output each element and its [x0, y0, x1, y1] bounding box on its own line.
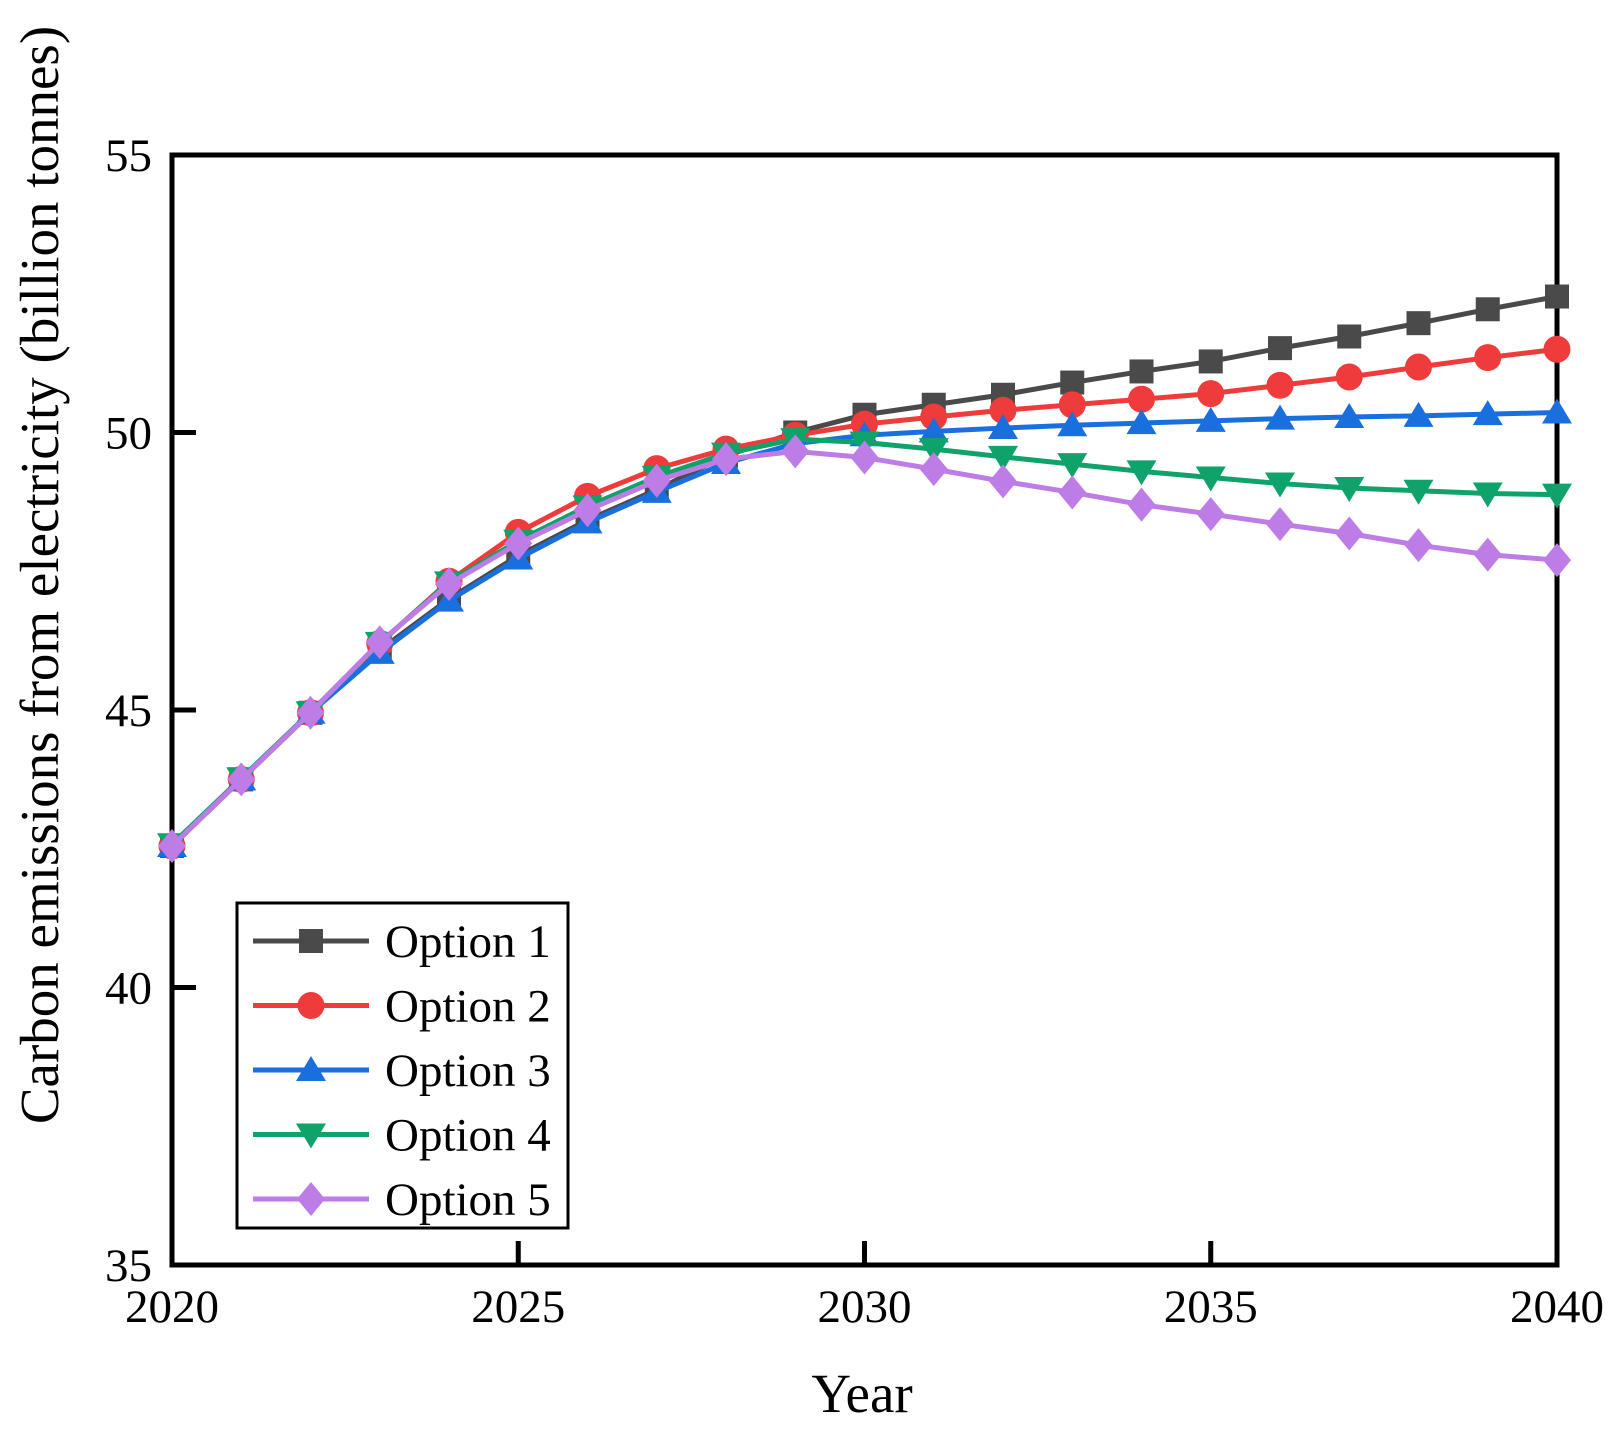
triangle-down-marker-icon: [1195, 466, 1226, 492]
legend-item-option-4: Option 4: [253, 1110, 551, 1162]
circle-marker-icon: [1543, 335, 1571, 363]
legend-label: Option 5: [385, 1174, 551, 1226]
y-axis-ticks: 35 40 45 50 55: [105, 130, 196, 1292]
x-tick-label: 2030: [818, 1281, 912, 1333]
series-option-5: [158, 434, 1571, 863]
diamond-marker-icon: [1543, 543, 1571, 578]
diamond-marker-icon: [1473, 537, 1502, 572]
diamond-marker-icon: [573, 493, 602, 528]
legend: Option 1 Option 2 Option 3 Option 4 Option 5: [235, 901, 570, 1230]
data-series-group: [157, 284, 1572, 863]
circle-marker-icon: [920, 403, 948, 431]
legend-item-option-3: Option 3: [253, 1045, 551, 1097]
y-tick-label: 55: [105, 130, 152, 182]
circle-marker-icon: [1058, 391, 1086, 419]
diamond-marker-icon: [989, 464, 1017, 499]
diamond-marker-icon: [297, 1182, 325, 1216]
square-marker-icon: [1545, 284, 1569, 309]
x-axis-ticks: 2020 2025 2030 2035 2040: [125, 1241, 1604, 1333]
legend-item-option-1: Option 1: [253, 916, 551, 968]
square-marker-icon: [1129, 359, 1154, 384]
square-marker-icon: [1060, 370, 1085, 395]
circle-marker-icon: [1197, 380, 1225, 408]
triangle-up-marker-icon: [1126, 409, 1157, 435]
x-tick-label: 2025: [471, 1281, 565, 1333]
circle-marker-icon: [989, 396, 1017, 424]
triangle-up-marker-icon: [988, 414, 1018, 440]
diamond-marker-icon: [1404, 528, 1433, 563]
legend-label: Option 1: [385, 916, 551, 968]
y-tick-label: 35: [105, 1240, 152, 1292]
legend-label: Option 4: [385, 1110, 551, 1162]
square-marker-icon: [1337, 324, 1362, 349]
triangle-down-marker-icon: [918, 438, 949, 464]
diamond-marker-icon: [712, 442, 740, 477]
diamond-marker-icon: [1058, 475, 1087, 510]
triangle-down-marker-icon: [1126, 460, 1157, 486]
triangle-up-marker-icon: [1542, 398, 1572, 424]
triangle-up-marker-icon: [918, 417, 949, 443]
x-tick-label: 2040: [1510, 1281, 1604, 1333]
triangle-down-marker-icon: [1542, 483, 1572, 509]
diamond-marker-icon: [158, 828, 186, 863]
legend-label: Option 3: [385, 1045, 551, 1097]
square-marker-icon: [299, 929, 323, 953]
circle-marker-icon: [1405, 353, 1432, 381]
diamond-marker-icon: [296, 695, 325, 730]
triangle-up-marker-icon: [1334, 402, 1365, 428]
triangle-up-marker-icon: [1265, 404, 1295, 430]
diamond-marker-icon: [1335, 516, 1364, 551]
diamond-marker-icon: [435, 567, 463, 602]
circle-marker-icon: [297, 992, 325, 1019]
triangle-down-marker-icon: [1472, 482, 1503, 508]
triangle-down-marker-icon: [296, 1123, 326, 1149]
x-axis-title: Year: [811, 1363, 912, 1424]
diamond-marker-icon: [642, 463, 671, 498]
y-axis-title: Carbon emissions from electricity (billi…: [9, 26, 70, 1124]
y-tick-label: 45: [105, 685, 152, 737]
diamond-marker-icon: [781, 434, 810, 469]
diamond-marker-icon: [850, 440, 879, 475]
circle-marker-icon: [1128, 385, 1155, 413]
triangle-up-marker-icon: [1195, 406, 1226, 432]
diamond-marker-icon: [1266, 507, 1294, 542]
diamond-marker-icon: [1196, 497, 1225, 532]
diamond-marker-icon: [919, 452, 948, 487]
y-tick-label: 40: [105, 963, 152, 1015]
circle-marker-icon: [1335, 363, 1363, 391]
circle-marker-icon: [1474, 344, 1502, 372]
triangle-down-marker-icon: [1057, 453, 1088, 479]
triangle-up-marker-icon: [1057, 411, 1088, 437]
triangle-down-marker-icon: [1403, 479, 1434, 505]
x-tick-label: 2020: [125, 1281, 219, 1333]
legend-item-option-5: Option 5: [253, 1174, 551, 1226]
circle-marker-icon: [1266, 371, 1294, 399]
triangle-down-marker-icon: [1334, 477, 1365, 502]
legend-box: [235, 901, 570, 1230]
square-marker-icon: [1475, 297, 1500, 322]
triangle-up-marker-icon: [1472, 400, 1503, 426]
diamond-marker-icon: [365, 625, 394, 660]
triangle-down-marker-icon: [988, 445, 1018, 471]
y-tick-label: 50: [105, 408, 152, 460]
diamond-marker-icon: [504, 526, 533, 561]
square-marker-icon: [1406, 311, 1431, 336]
square-marker-icon: [1268, 336, 1292, 361]
legend-item-option-2: Option 2: [253, 981, 551, 1033]
legend-label: Option 2: [385, 981, 551, 1033]
diamond-marker-icon: [1127, 487, 1156, 522]
x-tick-label: 2035: [1164, 1281, 1258, 1333]
square-marker-icon: [1198, 349, 1223, 374]
triangle-down-marker-icon: [1265, 472, 1295, 498]
triangle-up-marker-icon: [1403, 401, 1434, 427]
triangle-up-marker-icon: [296, 1056, 326, 1081]
diamond-marker-icon: [227, 762, 256, 797]
